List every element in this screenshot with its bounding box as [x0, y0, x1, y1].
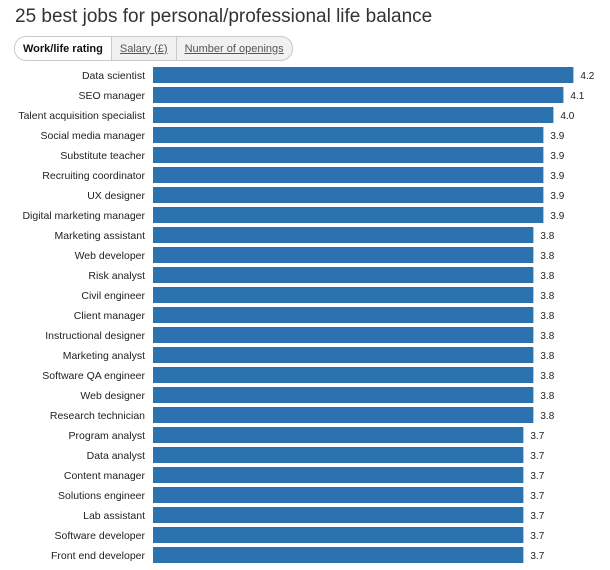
value-label: 4.1: [570, 91, 584, 102]
value-label: 3.7: [530, 511, 544, 522]
value-label: 3.8: [540, 331, 554, 342]
bar[interactable]: [153, 447, 524, 463]
category-label: Solutions engineer: [58, 490, 145, 502]
bar[interactable]: [153, 207, 544, 223]
category-label: Software QA engineer: [42, 370, 145, 382]
value-label: 3.8: [540, 251, 554, 262]
value-label: 3.8: [540, 271, 554, 282]
category-label: Recruiting coordinator: [42, 170, 145, 182]
bar[interactable]: [153, 507, 524, 523]
page-title: 25 best jobs for personal/professional l…: [15, 6, 433, 27]
bar[interactable]: [153, 527, 524, 543]
category-label: UX designer: [87, 190, 145, 202]
bar[interactable]: [153, 547, 524, 563]
category-label: Web developer: [75, 250, 146, 262]
tab-work-life-rating[interactable]: Work/life rating: [15, 37, 112, 60]
value-label: 3.7: [530, 491, 544, 502]
bar[interactable]: [153, 367, 534, 383]
bar[interactable]: [153, 67, 574, 83]
value-label: 3.8: [540, 231, 554, 242]
value-label: 3.8: [540, 371, 554, 382]
value-label: 3.9: [550, 131, 564, 142]
category-label: Research technician: [50, 410, 145, 422]
category-label: Lab assistant: [83, 510, 145, 522]
value-label: 3.7: [530, 531, 544, 542]
value-label: 3.7: [530, 471, 544, 482]
bar[interactable]: [153, 467, 524, 483]
value-label: 3.9: [550, 151, 564, 162]
bar[interactable]: [153, 247, 534, 263]
bar[interactable]: [153, 387, 534, 403]
category-label: Marketing analyst: [63, 350, 145, 362]
bar[interactable]: [153, 167, 544, 183]
value-label: 4.2: [580, 71, 594, 82]
category-label: Content manager: [64, 470, 146, 482]
value-label: 3.7: [530, 551, 544, 562]
category-label: Client manager: [74, 310, 146, 322]
value-label: 3.8: [540, 391, 554, 402]
bar[interactable]: [153, 147, 544, 163]
bar[interactable]: [153, 107, 554, 123]
category-label: Software developer: [55, 530, 146, 542]
category-label: SEO manager: [78, 90, 145, 102]
category-label: Program analyst: [69, 430, 146, 442]
value-label: 3.9: [550, 171, 564, 182]
bar[interactable]: [153, 307, 534, 323]
bar[interactable]: [153, 87, 564, 103]
value-label: 3.8: [540, 351, 554, 362]
bar[interactable]: [153, 327, 534, 343]
value-label: 3.8: [540, 291, 554, 302]
category-label: Talent acquisition specialist: [18, 110, 145, 122]
category-label: Digital marketing manager: [22, 210, 145, 222]
bar[interactable]: [153, 127, 544, 143]
tab-salary[interactable]: Salary (£): [112, 37, 177, 60]
category-label: Data scientist: [82, 70, 145, 82]
value-label: 3.9: [550, 211, 564, 222]
bar[interactable]: [153, 227, 534, 243]
category-label: Civil engineer: [81, 290, 145, 302]
bar[interactable]: [153, 427, 524, 443]
bar[interactable]: [153, 267, 534, 283]
tab-number-of-openings[interactable]: Number of openings: [184, 42, 284, 55]
category-label: Risk analyst: [88, 270, 145, 282]
category-label: Substitute teacher: [60, 150, 145, 162]
bar[interactable]: [153, 487, 524, 503]
category-label: Web designer: [80, 390, 145, 402]
category-label: Front end developer: [51, 550, 145, 562]
value-label: 3.8: [540, 311, 554, 322]
bar[interactable]: [153, 187, 544, 203]
bar[interactable]: [153, 407, 534, 423]
category-label: Data analyst: [87, 450, 145, 462]
value-label: 3.7: [530, 451, 544, 462]
value-label: 3.9: [550, 191, 564, 202]
bar[interactable]: [153, 347, 534, 363]
metric-tabs: Work/life rating Salary (£) Number of op…: [14, 36, 293, 61]
value-label: 3.8: [540, 411, 554, 422]
bar[interactable]: [153, 287, 534, 303]
category-label: Instructional designer: [45, 330, 145, 342]
category-label: Social media manager: [41, 130, 146, 142]
bar-chart: Data scientist 4.2 SEO manager 4.1 Talent ac…: [18, 67, 595, 563]
category-label: Marketing assistant: [55, 230, 146, 242]
value-label: 4.0: [560, 111, 574, 122]
value-label: 3.7: [530, 431, 544, 442]
